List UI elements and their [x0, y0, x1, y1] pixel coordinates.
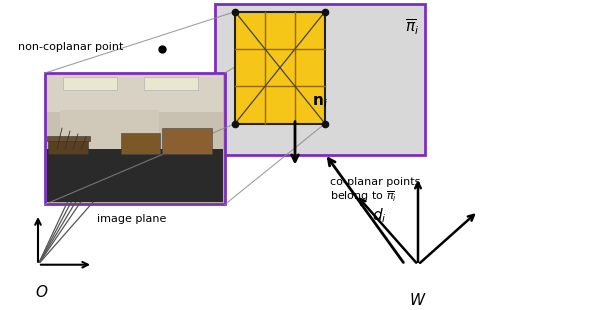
Bar — [47, 113, 223, 149]
Text: $W$: $W$ — [409, 292, 427, 308]
Bar — [45, 73, 225, 204]
Bar — [144, 77, 198, 90]
Text: co-planar points
belong to $\overline{\pi}_i$: co-planar points belong to $\overline{\p… — [330, 177, 420, 204]
Bar — [63, 77, 117, 90]
Bar — [162, 128, 213, 154]
Bar — [47, 75, 223, 114]
Text: image plane: image plane — [97, 214, 167, 224]
Bar — [121, 133, 160, 154]
Text: $\overline{\pi}_i$: $\overline{\pi}_i$ — [405, 18, 419, 37]
Bar — [235, 12, 325, 124]
Bar — [47, 136, 90, 141]
Text: $\mathbf{n}_i$: $\mathbf{n}_i$ — [312, 94, 328, 110]
Bar — [48, 139, 88, 154]
Bar — [47, 149, 223, 202]
Text: $d_i$: $d_i$ — [372, 207, 387, 225]
Text: non-coplanar point: non-coplanar point — [18, 42, 123, 52]
Bar — [215, 4, 425, 155]
Text: $O$: $O$ — [36, 284, 49, 300]
Bar — [60, 110, 159, 149]
